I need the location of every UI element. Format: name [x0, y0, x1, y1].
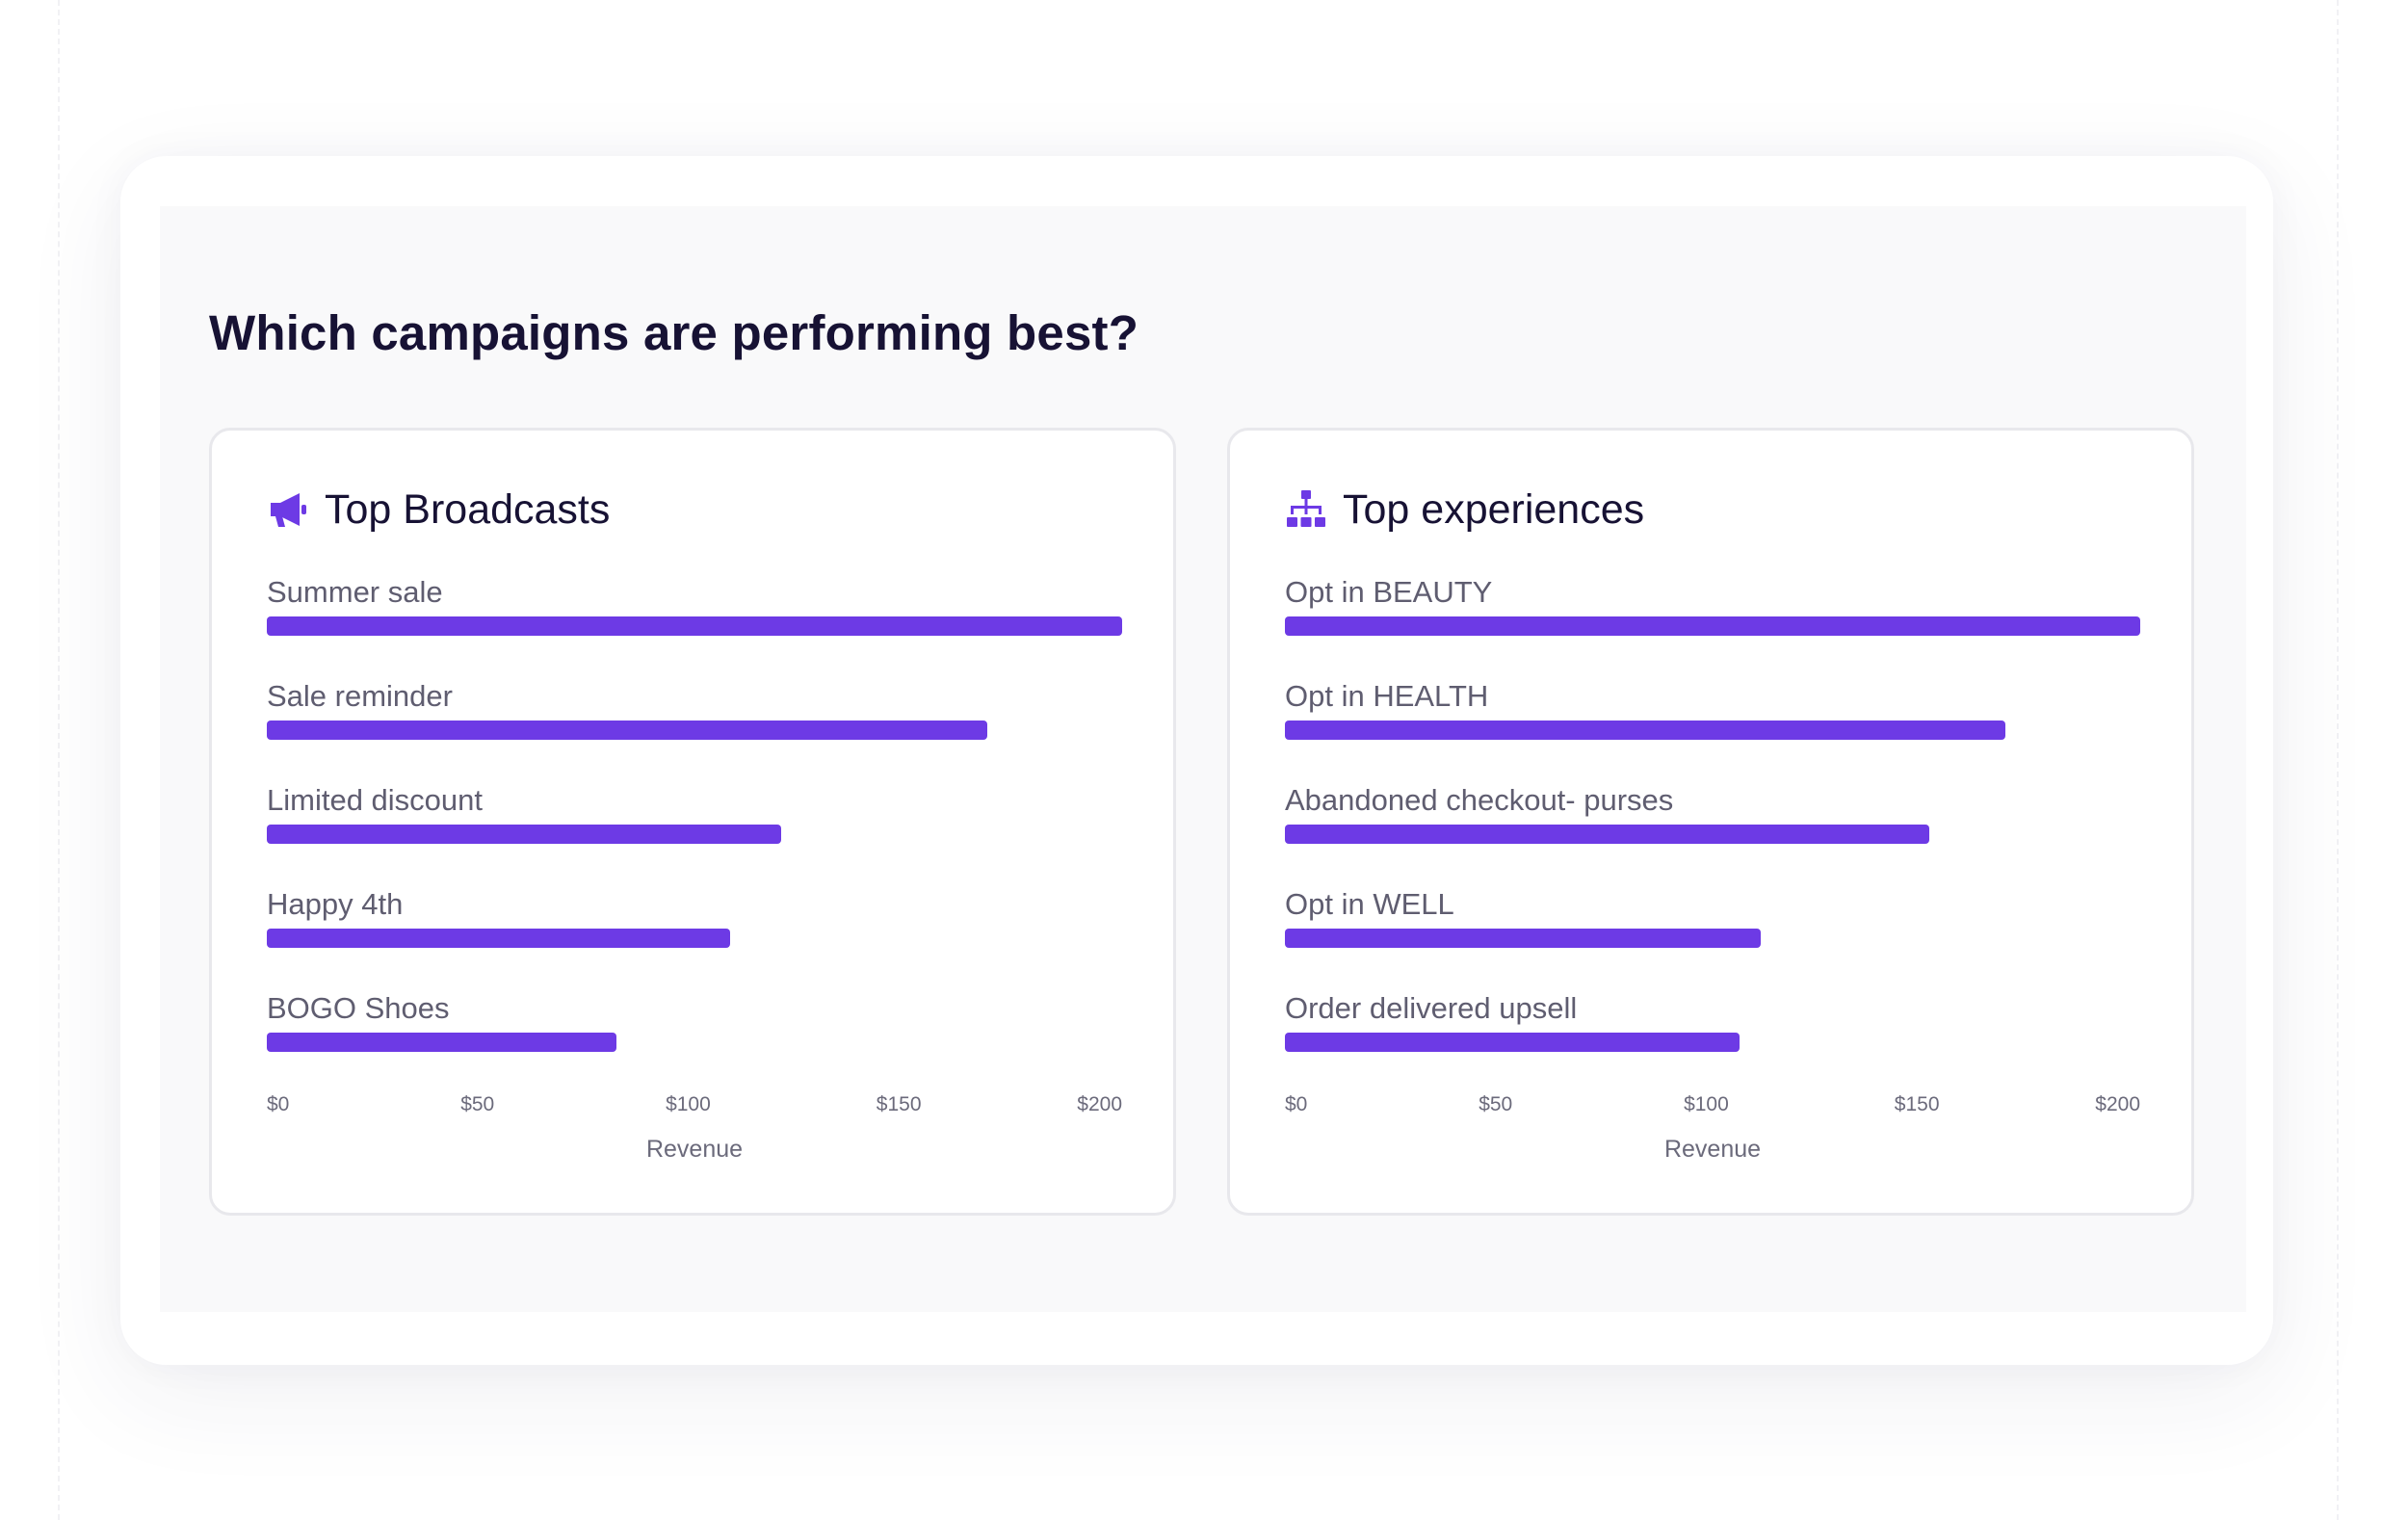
- x-tick-label: $150: [1894, 1093, 1940, 1115]
- x-axis-title: Revenue: [645, 1136, 744, 1163]
- bar-item: Opt in BEAUTY: [1285, 573, 2140, 677]
- page-title: Which campaigns are performing best?: [209, 305, 1139, 360]
- bar-item: Opt in HEALTH: [1285, 677, 2140, 781]
- chart-title: Top experiences: [1343, 485, 1645, 533]
- bar-label: Happy 4th: [267, 887, 404, 921]
- x-tick-label: $100: [1684, 1093, 1729, 1115]
- bar-item: Order delivered upsell: [1285, 989, 2140, 1093]
- bar: [267, 825, 781, 844]
- x-tick-label: $150: [876, 1093, 922, 1115]
- bar-item: Limited discount: [267, 781, 1122, 885]
- x-axis: $0 $50 $100 $150 $200: [1285, 1093, 2140, 1122]
- page-guide-left: [58, 0, 60, 1520]
- bar-track: [1285, 721, 2140, 740]
- bar-track: [1285, 1033, 2140, 1052]
- bar-track: [1285, 929, 2140, 948]
- bar: [1285, 721, 2006, 740]
- bar: [267, 721, 988, 740]
- bar-item: Happy 4th: [267, 885, 1122, 989]
- bar-label: Order delivered upsell: [1285, 991, 1578, 1025]
- x-axis-title: Revenue: [1663, 1136, 1762, 1163]
- bar-item: Opt in WELL: [1285, 885, 2140, 989]
- card-header: Top experiences: [1285, 481, 1644, 538]
- bar: [1285, 825, 1930, 844]
- bar-list: Opt in BEAUTY Opt in HEALTH Abandoned chec…: [1285, 573, 2140, 1093]
- bar: [267, 616, 1122, 636]
- bar-item: BOGO Shoes: [267, 989, 1122, 1093]
- bar: [1285, 616, 2140, 636]
- bar-track: [1285, 825, 2140, 844]
- bar: [1285, 1033, 1741, 1052]
- bar-label: Abandoned checkout- purses: [1285, 783, 1674, 817]
- bar-item: Abandoned checkout- purses: [1285, 781, 2140, 885]
- page-guide-right: [2337, 0, 2339, 1520]
- top-broadcasts-card: Top Broadcasts Summer sale Sale reminder L…: [209, 428, 1176, 1216]
- bar-label: Sale reminder: [267, 679, 453, 713]
- x-tick-label: $100: [666, 1093, 711, 1115]
- bar-track: [267, 721, 1122, 740]
- bar-track: [267, 1033, 1122, 1052]
- x-tick-label: $50: [1479, 1093, 1513, 1115]
- x-tick-label: $0: [1285, 1093, 1308, 1115]
- top-experiences-card: Top experiences Opt in BEAUTY Opt in HEAL…: [1227, 428, 2194, 1216]
- megaphone-icon: [271, 493, 306, 527]
- card-header: Top Broadcasts: [267, 481, 610, 538]
- x-tick-label: $50: [460, 1093, 495, 1115]
- bar-label: BOGO Shoes: [267, 991, 450, 1025]
- bar: [1285, 929, 1762, 948]
- bar-track: [267, 825, 1122, 844]
- bar-track: [267, 929, 1122, 948]
- bar-list: Summer sale Sale reminder Limited discount…: [267, 573, 1122, 1093]
- bar-item: Summer sale: [267, 573, 1122, 677]
- bar: [267, 929, 731, 948]
- chart-title: Top Broadcasts: [325, 485, 611, 533]
- bar-label: Limited discount: [267, 783, 484, 817]
- bar-label: Summer sale: [267, 575, 443, 609]
- bar-label: Opt in HEALTH: [1285, 679, 1489, 713]
- dashboard-panel: Which campaigns are performing best? Top…: [160, 206, 2246, 1312]
- bar-item: Sale reminder: [267, 677, 1122, 781]
- x-axis: $0 $50 $100 $150 $200: [267, 1093, 1122, 1122]
- bar-track: [1285, 616, 2140, 636]
- bar: [267, 1033, 617, 1052]
- x-tick-label: $200: [2095, 1093, 2140, 1115]
- x-tick-label: $0: [267, 1093, 290, 1115]
- dashboard-card: Which campaigns are performing best? Top…: [120, 156, 2273, 1365]
- bar-label: Opt in BEAUTY: [1285, 575, 1493, 609]
- bar-track: [267, 616, 1122, 636]
- x-tick-label: $200: [1077, 1093, 1122, 1115]
- bar-label: Opt in WELL: [1285, 887, 1454, 921]
- sitemap-icon: [1287, 490, 1325, 527]
